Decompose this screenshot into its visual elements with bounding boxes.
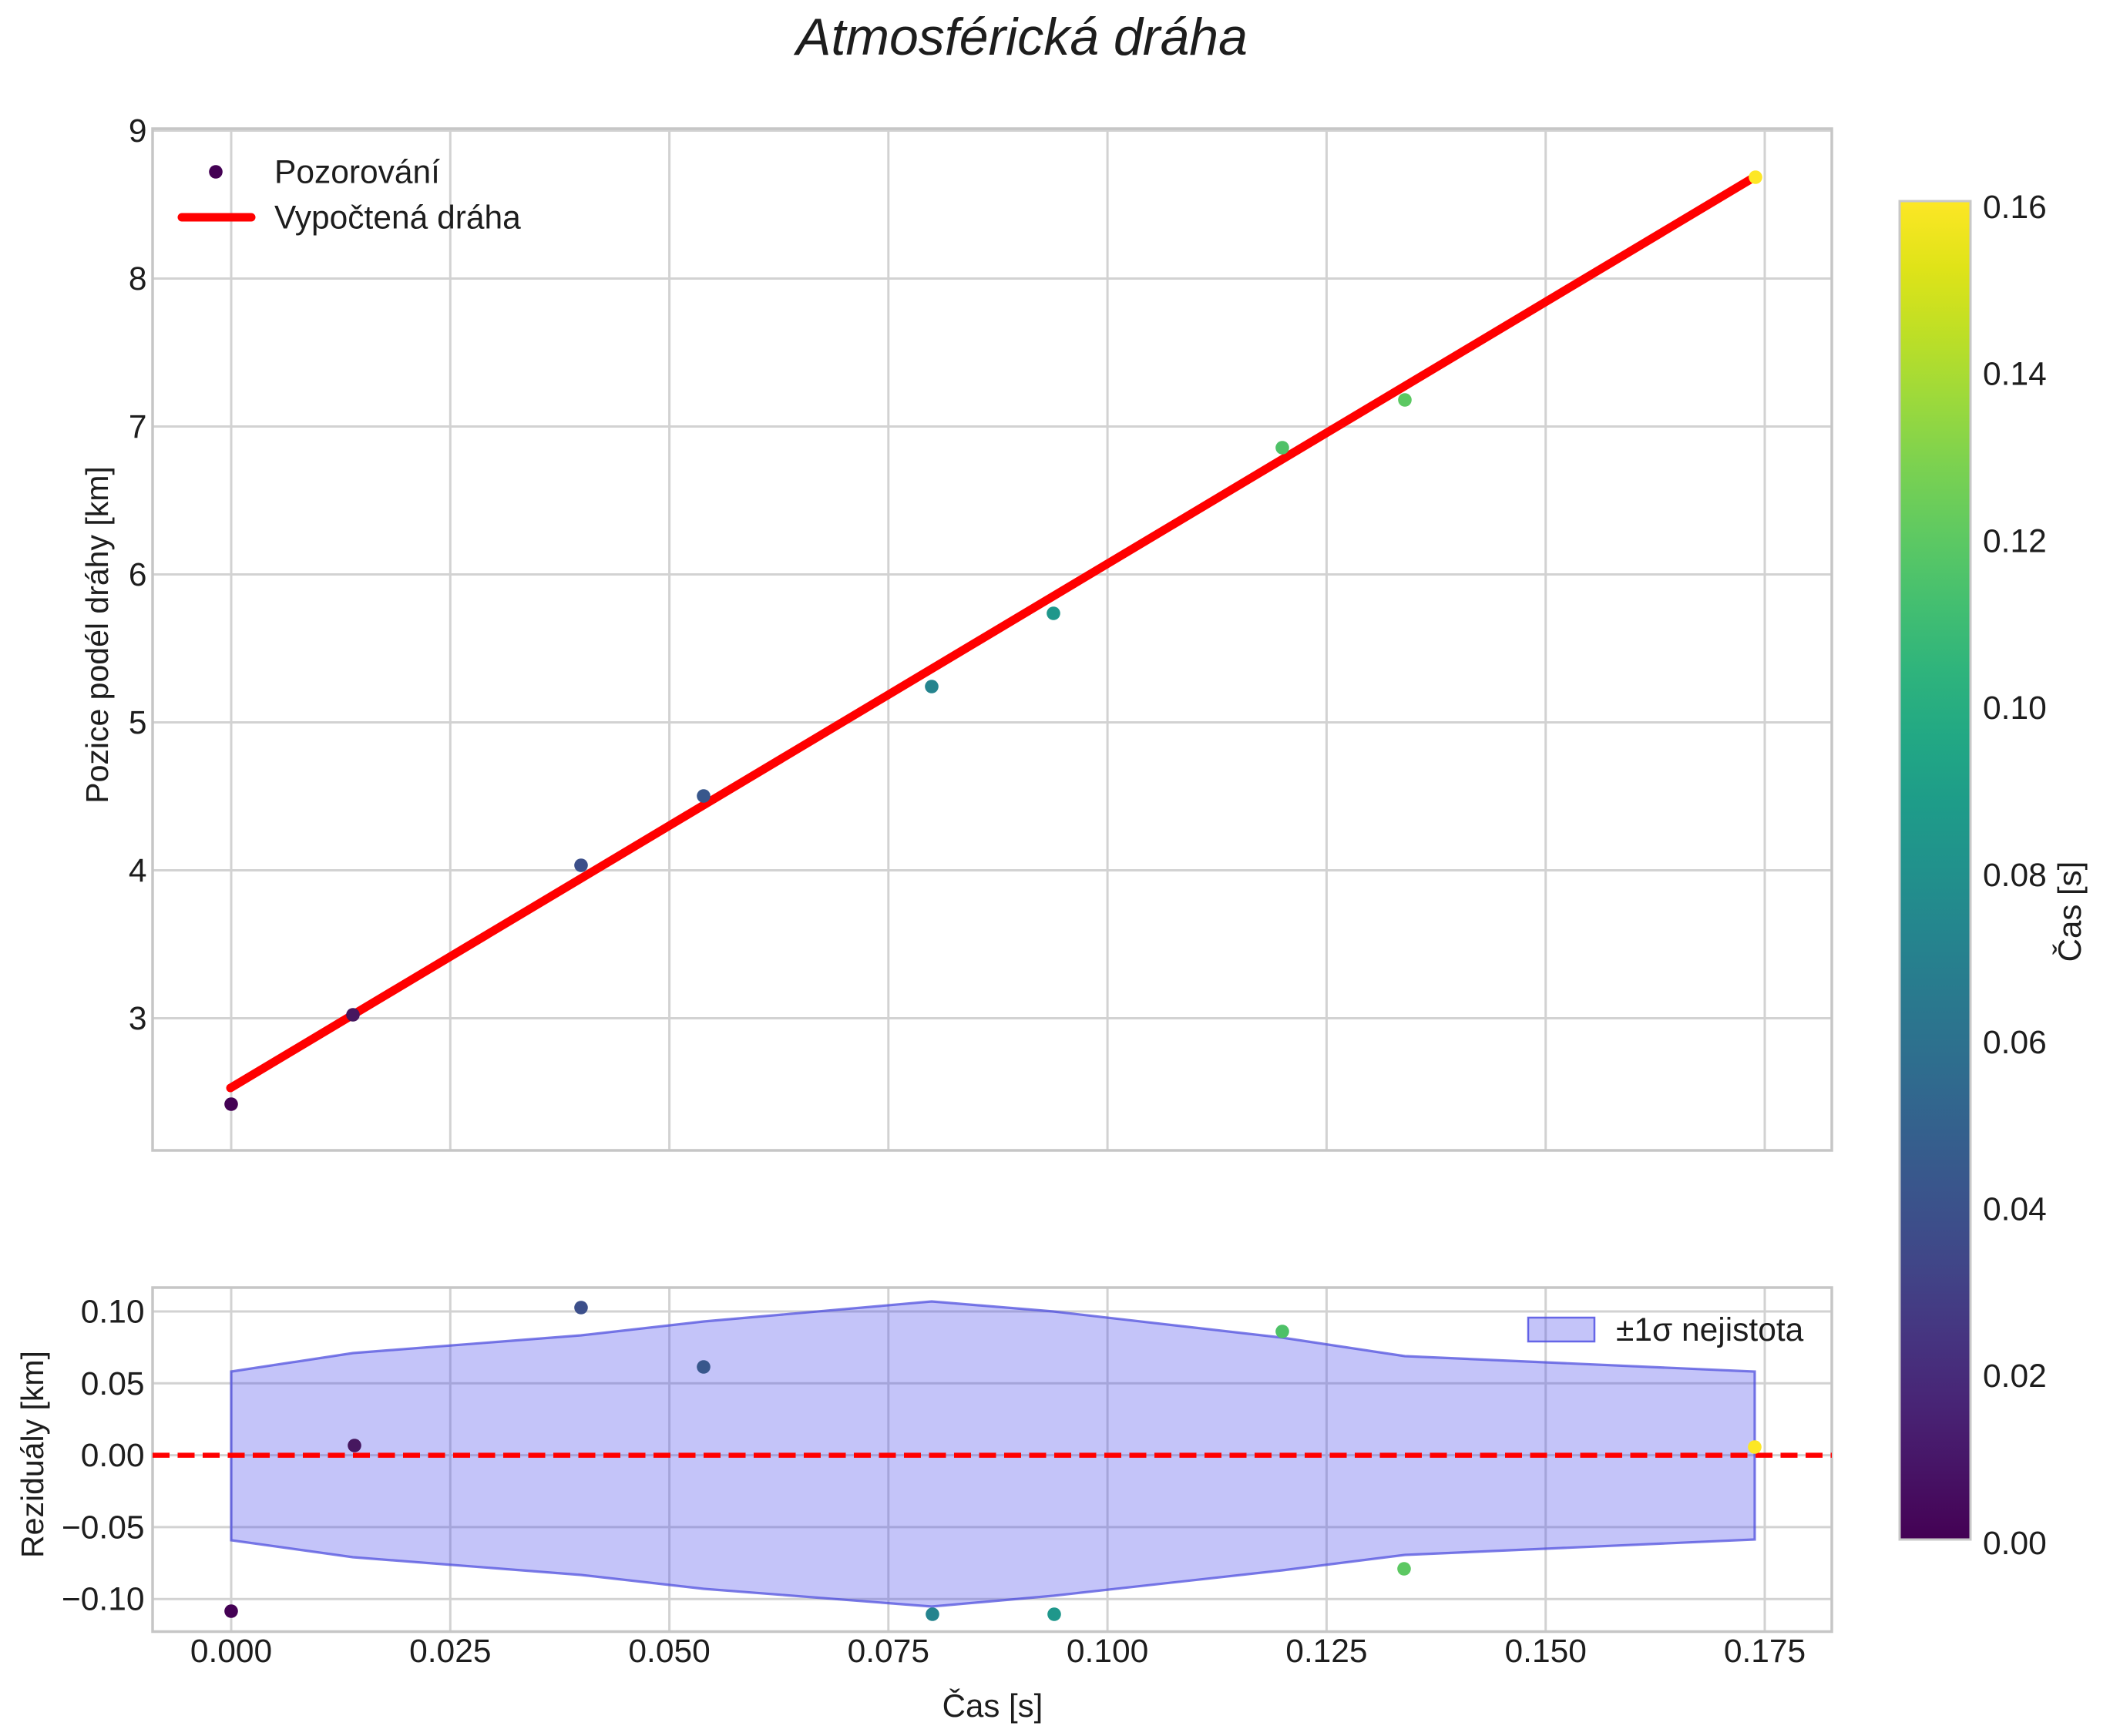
svg-text:0.06: 0.06 [1983,1025,2047,1061]
svg-text:0.08: 0.08 [1983,858,2047,894]
svg-text:Pozice podél dráhy [km]: Pozice podél dráhy [km] [79,466,115,804]
svg-text:Pozorování: Pozorování [274,155,440,191]
svg-text:6: 6 [129,557,147,593]
svg-text:−0.05: −0.05 [62,1509,145,1546]
svg-text:0.12: 0.12 [1983,524,2047,560]
svg-text:0.075: 0.075 [848,1634,929,1670]
svg-text:0.04: 0.04 [1983,1192,2047,1228]
svg-text:0.175: 0.175 [1724,1634,1806,1670]
svg-text:0.14: 0.14 [1983,357,2047,393]
svg-text:Čas [s]: Čas [s] [2051,861,2088,962]
svg-text:0.02: 0.02 [1983,1358,2047,1395]
svg-text:Čas [s]: Čas [s] [942,1687,1043,1724]
svg-text:Reziduály [km]: Reziduály [km] [15,1351,50,1558]
svg-text:0.10: 0.10 [81,1294,145,1331]
svg-text:−0.10: −0.10 [62,1582,145,1618]
svg-text:0.000: 0.000 [190,1634,272,1670]
svg-text:0.00: 0.00 [1983,1526,2047,1562]
svg-text:8: 8 [129,261,147,297]
svg-text:0.00: 0.00 [81,1438,145,1474]
svg-text:7: 7 [129,409,147,445]
svg-text:Vypočtená dráha: Vypočtená dráha [274,200,521,237]
svg-text:Atmosférická dráha: Atmosférická dráha [793,8,1248,66]
svg-text:5: 5 [129,705,147,741]
svg-text:4: 4 [129,853,147,889]
svg-text:0.05: 0.05 [81,1366,145,1402]
svg-text:3: 3 [129,1001,147,1037]
svg-text:±1σ nejistota: ±1σ nejistota [1616,1312,1804,1348]
svg-text:0.125: 0.125 [1285,1634,1367,1670]
svg-text:9: 9 [129,113,147,149]
svg-text:0.050: 0.050 [628,1634,710,1670]
svg-text:0.150: 0.150 [1505,1634,1587,1670]
svg-text:0.16: 0.16 [1983,190,2047,226]
svg-text:0.10: 0.10 [1983,690,2047,727]
svg-text:0.100: 0.100 [1067,1634,1148,1670]
svg-text:0.025: 0.025 [409,1634,491,1670]
